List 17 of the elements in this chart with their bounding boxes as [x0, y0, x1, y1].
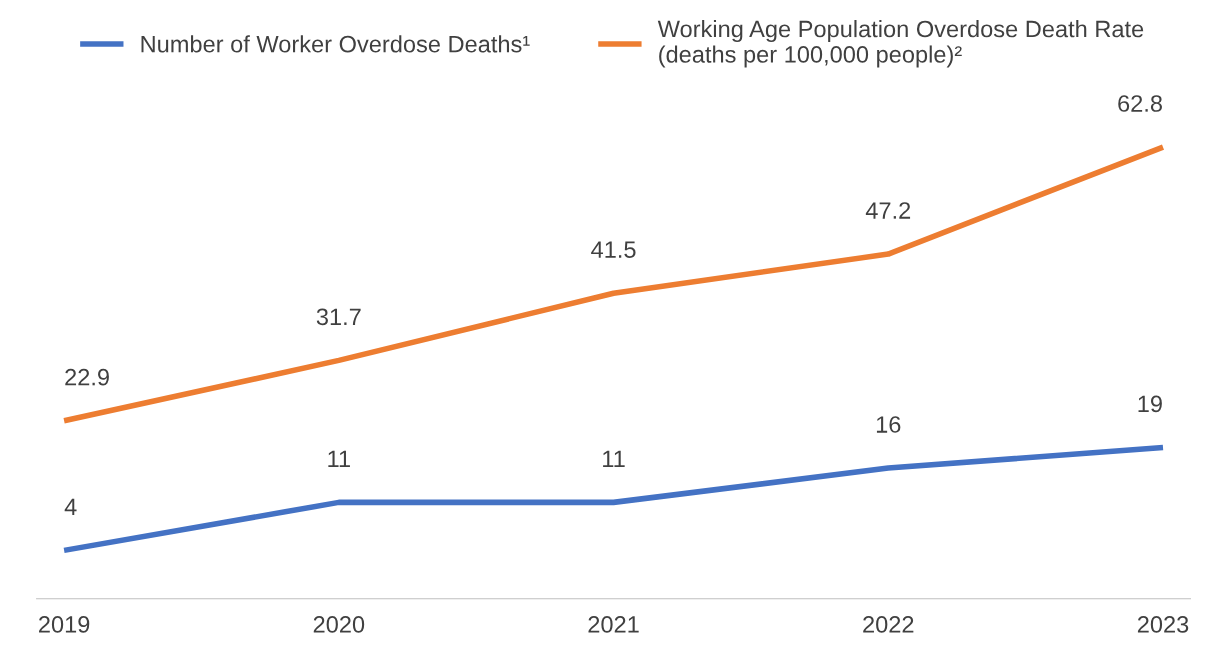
- legend-label: Number of Worker Overdose Deaths¹: [141, 35, 530, 53]
- data-label: 41.5: [591, 241, 636, 258]
- x-tick-label: 2020: [313, 616, 365, 633]
- data-label: 16: [876, 416, 901, 433]
- legend-label: Working Age Population Overdose Death Rate (deaths per 100,000 people)²: [657, 20, 1144, 68]
- data-label: 11: [328, 450, 350, 467]
- data-label: 4: [64, 498, 77, 515]
- x-tick-label: 2023: [1137, 616, 1189, 633]
- data-label: 11: [603, 450, 625, 467]
- data-label: 22.9: [65, 368, 109, 386]
- x-tick-label: 2019: [39, 616, 90, 633]
- data-label: 47.2: [865, 202, 911, 219]
- data-label: 19: [1138, 395, 1162, 413]
- data-label: 31.7: [316, 308, 361, 326]
- x-tick-label: 2021: [588, 616, 639, 633]
- x-tick-label: 2022: [863, 616, 914, 633]
- data-label: 62.8: [1118, 95, 1162, 112]
